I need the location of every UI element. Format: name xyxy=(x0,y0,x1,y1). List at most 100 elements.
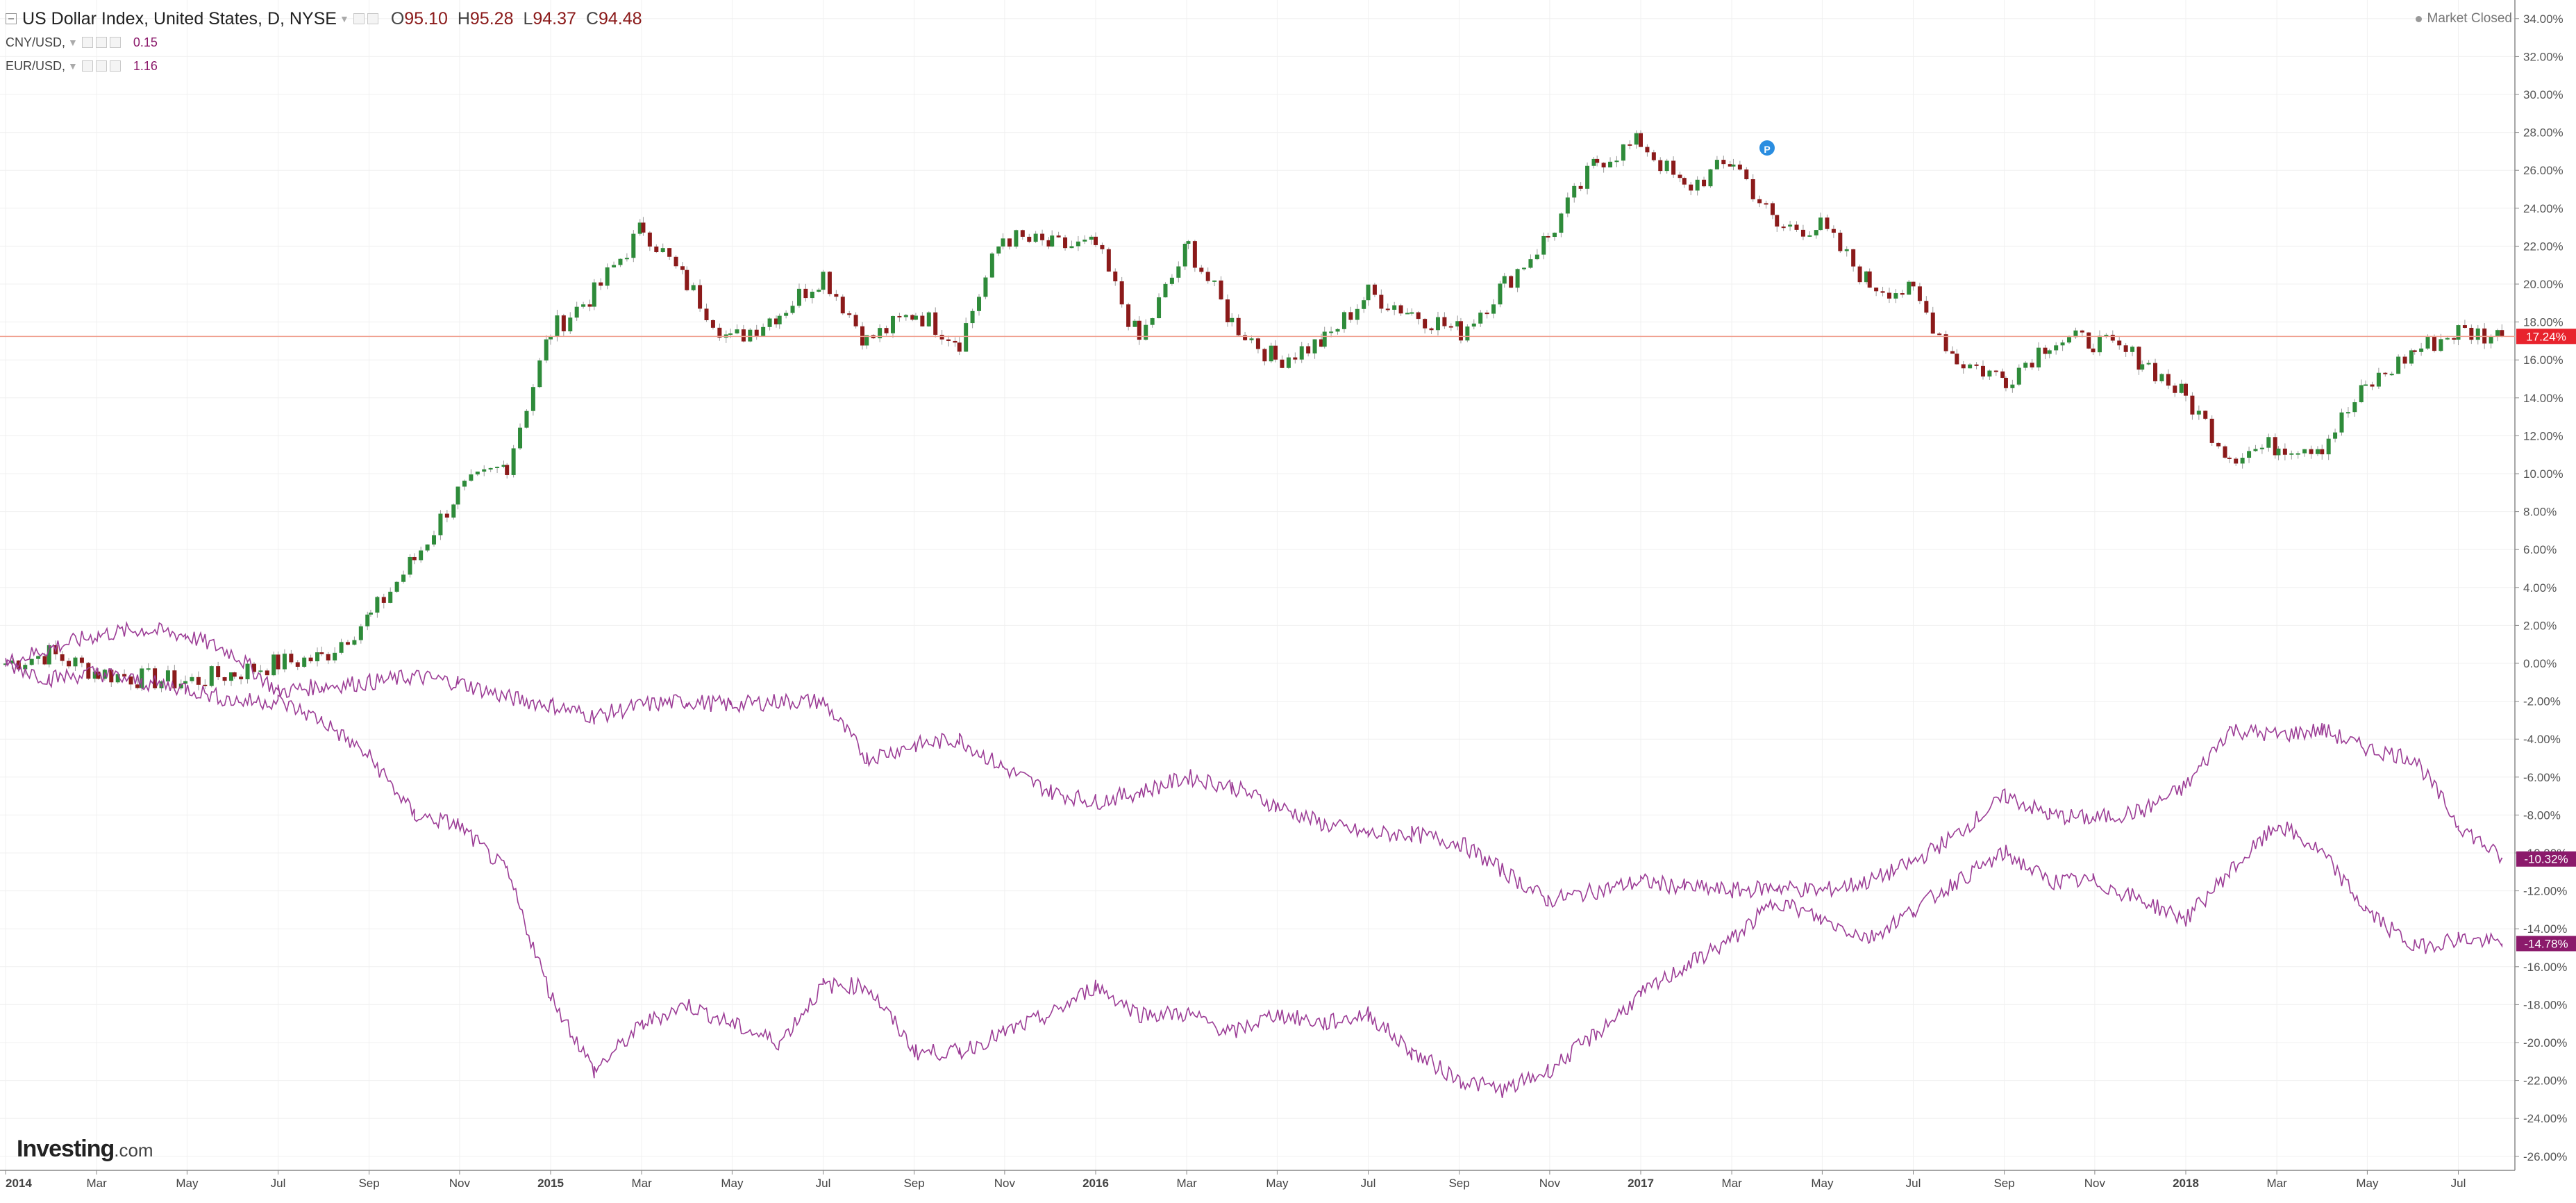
candle xyxy=(2203,410,2208,419)
candle xyxy=(29,658,34,665)
candle xyxy=(2315,449,2320,454)
candle xyxy=(1645,147,1650,153)
candle xyxy=(2016,367,2021,385)
y-tick-label: 30.00% xyxy=(2523,88,2564,101)
candle xyxy=(1212,280,1217,282)
candle xyxy=(555,315,560,337)
candle xyxy=(1807,235,1812,237)
candle xyxy=(282,654,287,670)
candle xyxy=(408,556,412,575)
chevron-down-icon[interactable]: ▼ xyxy=(339,13,349,24)
candle xyxy=(352,640,357,645)
candle xyxy=(741,329,746,342)
candle xyxy=(1082,239,1087,242)
candle xyxy=(2425,336,2430,349)
candle xyxy=(1800,229,1805,237)
x-tick-label: Nov xyxy=(994,1177,1016,1190)
last-value-label: -10.32% xyxy=(2524,853,2568,866)
candle xyxy=(1471,323,1476,327)
legend-compare-row-eur[interactable]: EUR/USD, ▼ 1.16 xyxy=(6,54,642,78)
candle xyxy=(1286,357,1291,368)
candle xyxy=(488,467,493,470)
settings-icon[interactable] xyxy=(95,60,107,72)
candle xyxy=(258,670,263,672)
candle xyxy=(2364,384,2368,386)
x-tick-label: Mar xyxy=(2266,1177,2287,1190)
candle xyxy=(36,656,41,659)
candle xyxy=(1113,271,1118,282)
candle xyxy=(1176,266,1181,278)
candle xyxy=(368,612,373,615)
candle xyxy=(1063,237,1068,249)
candle xyxy=(109,670,114,683)
eye-icon[interactable] xyxy=(353,13,365,24)
candle xyxy=(2273,437,2277,456)
candle xyxy=(1930,312,1935,334)
collapse-legend-icon[interactable] xyxy=(6,13,17,24)
chevron-down-icon[interactable]: ▼ xyxy=(68,60,78,72)
candle xyxy=(1157,297,1162,319)
candle xyxy=(544,339,549,360)
candle xyxy=(1033,233,1038,242)
x-tick-label: Sep xyxy=(903,1177,924,1190)
candle xyxy=(2227,457,2232,459)
ohlc-close-value: 94.48 xyxy=(599,9,642,28)
candle xyxy=(864,335,869,346)
close-icon[interactable] xyxy=(109,60,121,72)
candle xyxy=(228,672,233,681)
y-tick-label: 0.00% xyxy=(2523,657,2557,670)
candle xyxy=(1106,249,1111,272)
close-icon[interactable] xyxy=(109,37,121,48)
candle xyxy=(1269,345,1273,362)
candle xyxy=(2234,458,2239,464)
y-tick-label: -16.00% xyxy=(2523,961,2567,974)
legend-compare-row-cny[interactable]: CNY/USD, ▼ 0.15 xyxy=(6,31,642,54)
chevron-down-icon[interactable]: ▼ xyxy=(68,37,78,48)
candle xyxy=(302,657,307,667)
candle xyxy=(834,294,839,297)
settings-icon[interactable] xyxy=(367,13,378,24)
candle xyxy=(295,662,300,667)
y-tick-label: 34.00% xyxy=(2523,13,2564,26)
candle xyxy=(1199,267,1204,272)
candle xyxy=(1682,178,1687,185)
investing-logo[interactable]: Investing.com xyxy=(17,1136,153,1163)
eye-icon[interactable] xyxy=(81,60,93,72)
candle xyxy=(1225,299,1230,323)
candle xyxy=(2320,449,2325,455)
candle xyxy=(1498,283,1503,305)
candle xyxy=(1880,291,1885,293)
legend-main-row[interactable]: US Dollar Index, United States, D, NYSE … xyxy=(6,7,642,31)
candle xyxy=(1585,165,1590,189)
candle xyxy=(1335,329,1340,332)
candle xyxy=(1126,304,1131,327)
y-tick-label: -12.00% xyxy=(2523,885,2567,898)
candle xyxy=(1614,160,1619,163)
candle xyxy=(957,342,962,352)
compare-value: 0.15 xyxy=(133,35,158,49)
candle xyxy=(913,315,918,320)
candle xyxy=(2396,356,2401,374)
candle xyxy=(2439,339,2443,351)
candle xyxy=(2146,363,2151,365)
candle xyxy=(2073,330,2078,338)
candle xyxy=(1721,160,1726,165)
publish-marker-icon[interactable] xyxy=(1759,140,1775,156)
candle xyxy=(977,297,982,311)
candle xyxy=(946,339,951,341)
candle xyxy=(1137,320,1141,340)
candle xyxy=(735,329,739,334)
publish-marker[interactable]: P xyxy=(1759,140,1775,156)
settings-icon[interactable] xyxy=(95,37,107,48)
x-tick-label: Mar xyxy=(1721,1177,1742,1190)
candle xyxy=(691,285,696,290)
candle xyxy=(1764,203,1768,205)
candle xyxy=(183,681,188,684)
candle xyxy=(1522,267,1527,269)
eye-icon[interactable] xyxy=(81,37,93,48)
candle xyxy=(717,327,722,338)
candle xyxy=(2282,448,2287,455)
candle xyxy=(817,290,821,292)
candle xyxy=(1094,236,1098,245)
